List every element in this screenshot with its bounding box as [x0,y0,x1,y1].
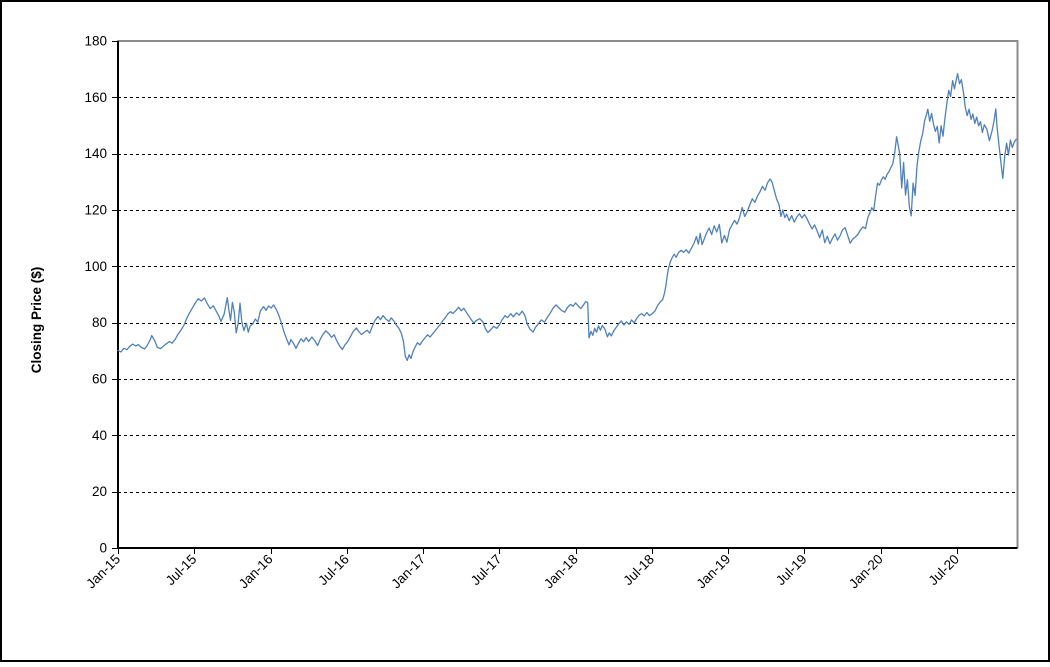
y-tick-label: 60 [92,372,107,387]
closing-price-polyline [117,73,1017,362]
y-tick-label: 160 [84,90,107,105]
axes [112,40,1018,554]
price-series-line [117,73,1017,362]
y-axis-title: Closing Price ($) [29,267,44,374]
y-tick-label: 140 [84,146,107,161]
y-tick-label: 0 [99,541,107,556]
y-tick-label: 20 [92,484,107,499]
y-tick-label: 40 [92,428,107,443]
plot-area-border [117,40,1019,548]
y-tick-label: 180 [84,34,107,49]
y-tick-label: 120 [84,203,107,218]
y-tick-label: 80 [92,315,107,330]
y-tick-label: 100 [84,259,107,274]
